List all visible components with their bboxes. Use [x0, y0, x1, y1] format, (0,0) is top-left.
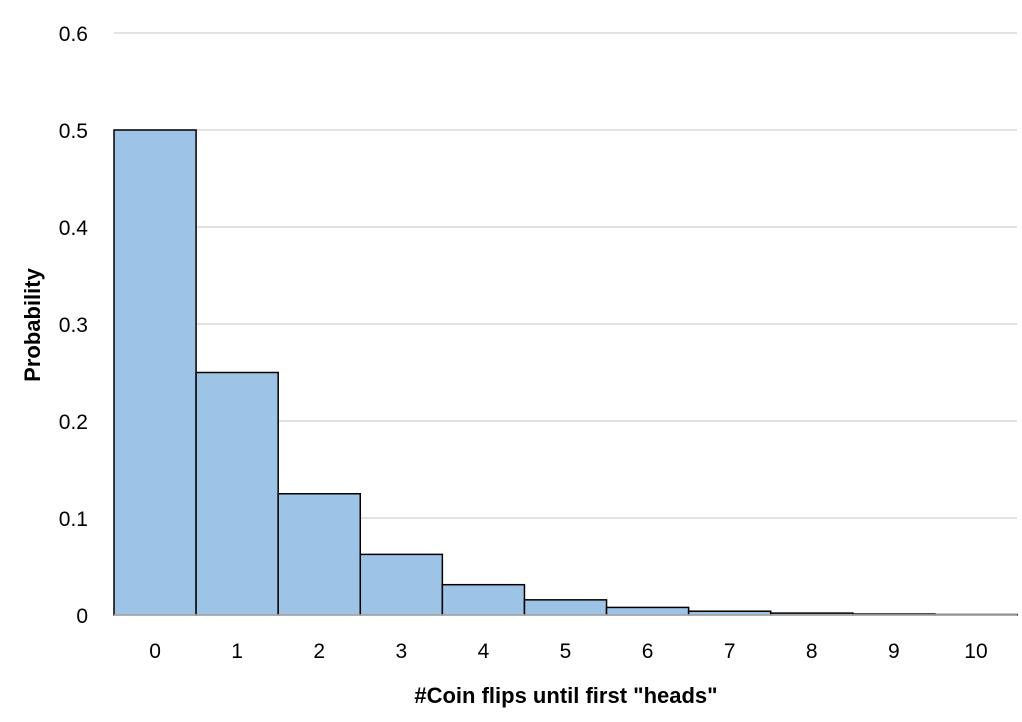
x-tick-label: 1: [231, 640, 243, 663]
x-tick-label: 5: [560, 640, 572, 663]
x-tick-label: 6: [642, 640, 654, 663]
x-tick-label: 0: [149, 640, 161, 663]
x-tick-label: 9: [888, 640, 900, 663]
x-tick-label: 2: [313, 640, 325, 663]
bar-3: [359, 553, 444, 616]
x-tick-label: 3: [395, 640, 407, 663]
x-tick-labels: 0 1 2 3 4 5 6 7 8 9 10: [149, 640, 987, 663]
bar-6: [605, 606, 690, 616]
y-tick-label: 0: [76, 605, 88, 628]
x-axis-title: #Coin flips until first "heads": [414, 683, 717, 708]
x-tick-label: 4: [478, 640, 490, 663]
y-tick-label: 0.2: [59, 411, 88, 434]
y-axis-title: Probability: [20, 267, 45, 381]
bar-5: [523, 599, 608, 616]
bar-0: [113, 129, 197, 616]
y-tick-label: 0.6: [59, 23, 88, 46]
bar-4: [441, 583, 526, 616]
y-tick-label: 0.3: [59, 314, 88, 337]
x-tick-label: 7: [724, 640, 736, 663]
y-tick-label: 0.1: [59, 508, 88, 531]
bar-2: [277, 493, 362, 616]
bar-1: [195, 371, 279, 616]
bars: [113, 129, 1018, 616]
y-tick-label: 0.4: [59, 217, 89, 240]
y-tick-label: 0.5: [59, 120, 88, 143]
x-tick-label: 8: [806, 640, 818, 663]
x-tick-label: 10: [964, 640, 987, 663]
y-tick-labels: 0 0.1 0.2 0.3 0.4 0.5 0.6: [59, 23, 89, 628]
